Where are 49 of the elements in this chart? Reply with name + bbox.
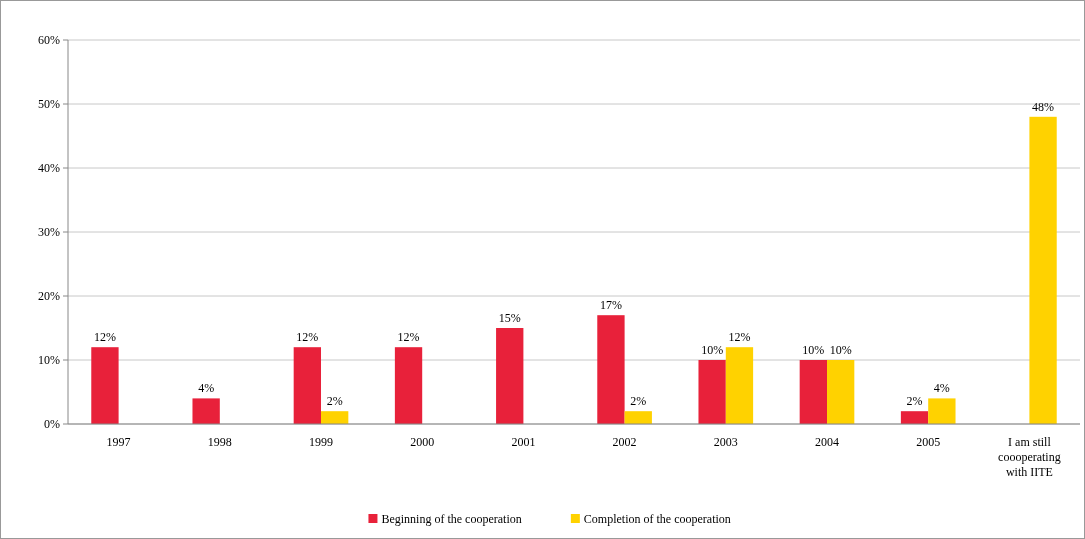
data-label: 10% xyxy=(829,343,852,357)
x-tick-label: 2001 xyxy=(511,435,536,449)
y-tick-label: 40% xyxy=(38,161,60,176)
y-tick-label: 0% xyxy=(44,417,60,432)
data-label: 12% xyxy=(397,330,420,345)
data-label: 48% xyxy=(1032,99,1055,114)
x-tick-label: 1998 xyxy=(207,435,232,449)
data-label: 12% xyxy=(93,330,116,345)
legend-label: Beginning of the cooperation xyxy=(381,512,522,526)
data-label: 12% xyxy=(296,330,319,345)
data-label: 17% xyxy=(599,298,622,313)
data-label: 12% xyxy=(728,330,751,345)
bar xyxy=(192,398,220,424)
y-tick-label: 30% xyxy=(38,225,60,240)
y-tick-label: 50% xyxy=(38,97,60,112)
x-tick-label: 1997 xyxy=(106,435,131,449)
data-label: 2% xyxy=(326,394,343,409)
bar xyxy=(827,360,855,424)
x-tick-label: 2004 xyxy=(815,435,839,449)
bar xyxy=(1029,116,1057,424)
bar xyxy=(496,328,524,424)
data-label: 10% xyxy=(701,343,724,357)
y-tick-label: 60% xyxy=(38,33,60,48)
data-label: 4% xyxy=(933,381,950,396)
x-tick-label: 2003 xyxy=(713,435,738,449)
x-tick-label: 2005 xyxy=(916,435,941,449)
bar xyxy=(91,347,119,424)
legend-label: Completion of the cooperation xyxy=(583,512,731,526)
x-tick-label: 2000 xyxy=(410,435,435,449)
bar xyxy=(928,398,956,424)
bar xyxy=(394,347,423,424)
bar xyxy=(293,347,321,424)
x-tick-label: 1999 xyxy=(309,435,333,449)
bar xyxy=(900,411,929,424)
bar xyxy=(321,411,349,424)
bar xyxy=(698,360,726,424)
bar xyxy=(597,315,625,424)
data-label: 10% xyxy=(802,343,825,357)
y-tick-label: 10% xyxy=(38,353,60,368)
data-label: 15% xyxy=(498,311,521,325)
data-label: 2% xyxy=(630,394,647,409)
x-tick-label: I am still coooperating with IITE xyxy=(998,435,1061,479)
bar xyxy=(725,347,754,424)
data-label: 4% xyxy=(198,381,215,396)
x-tick-label: 2002 xyxy=(612,435,637,449)
bar xyxy=(624,411,652,424)
bar xyxy=(799,360,827,424)
data-label: 2% xyxy=(906,394,923,409)
y-tick-label: 20% xyxy=(38,289,60,304)
